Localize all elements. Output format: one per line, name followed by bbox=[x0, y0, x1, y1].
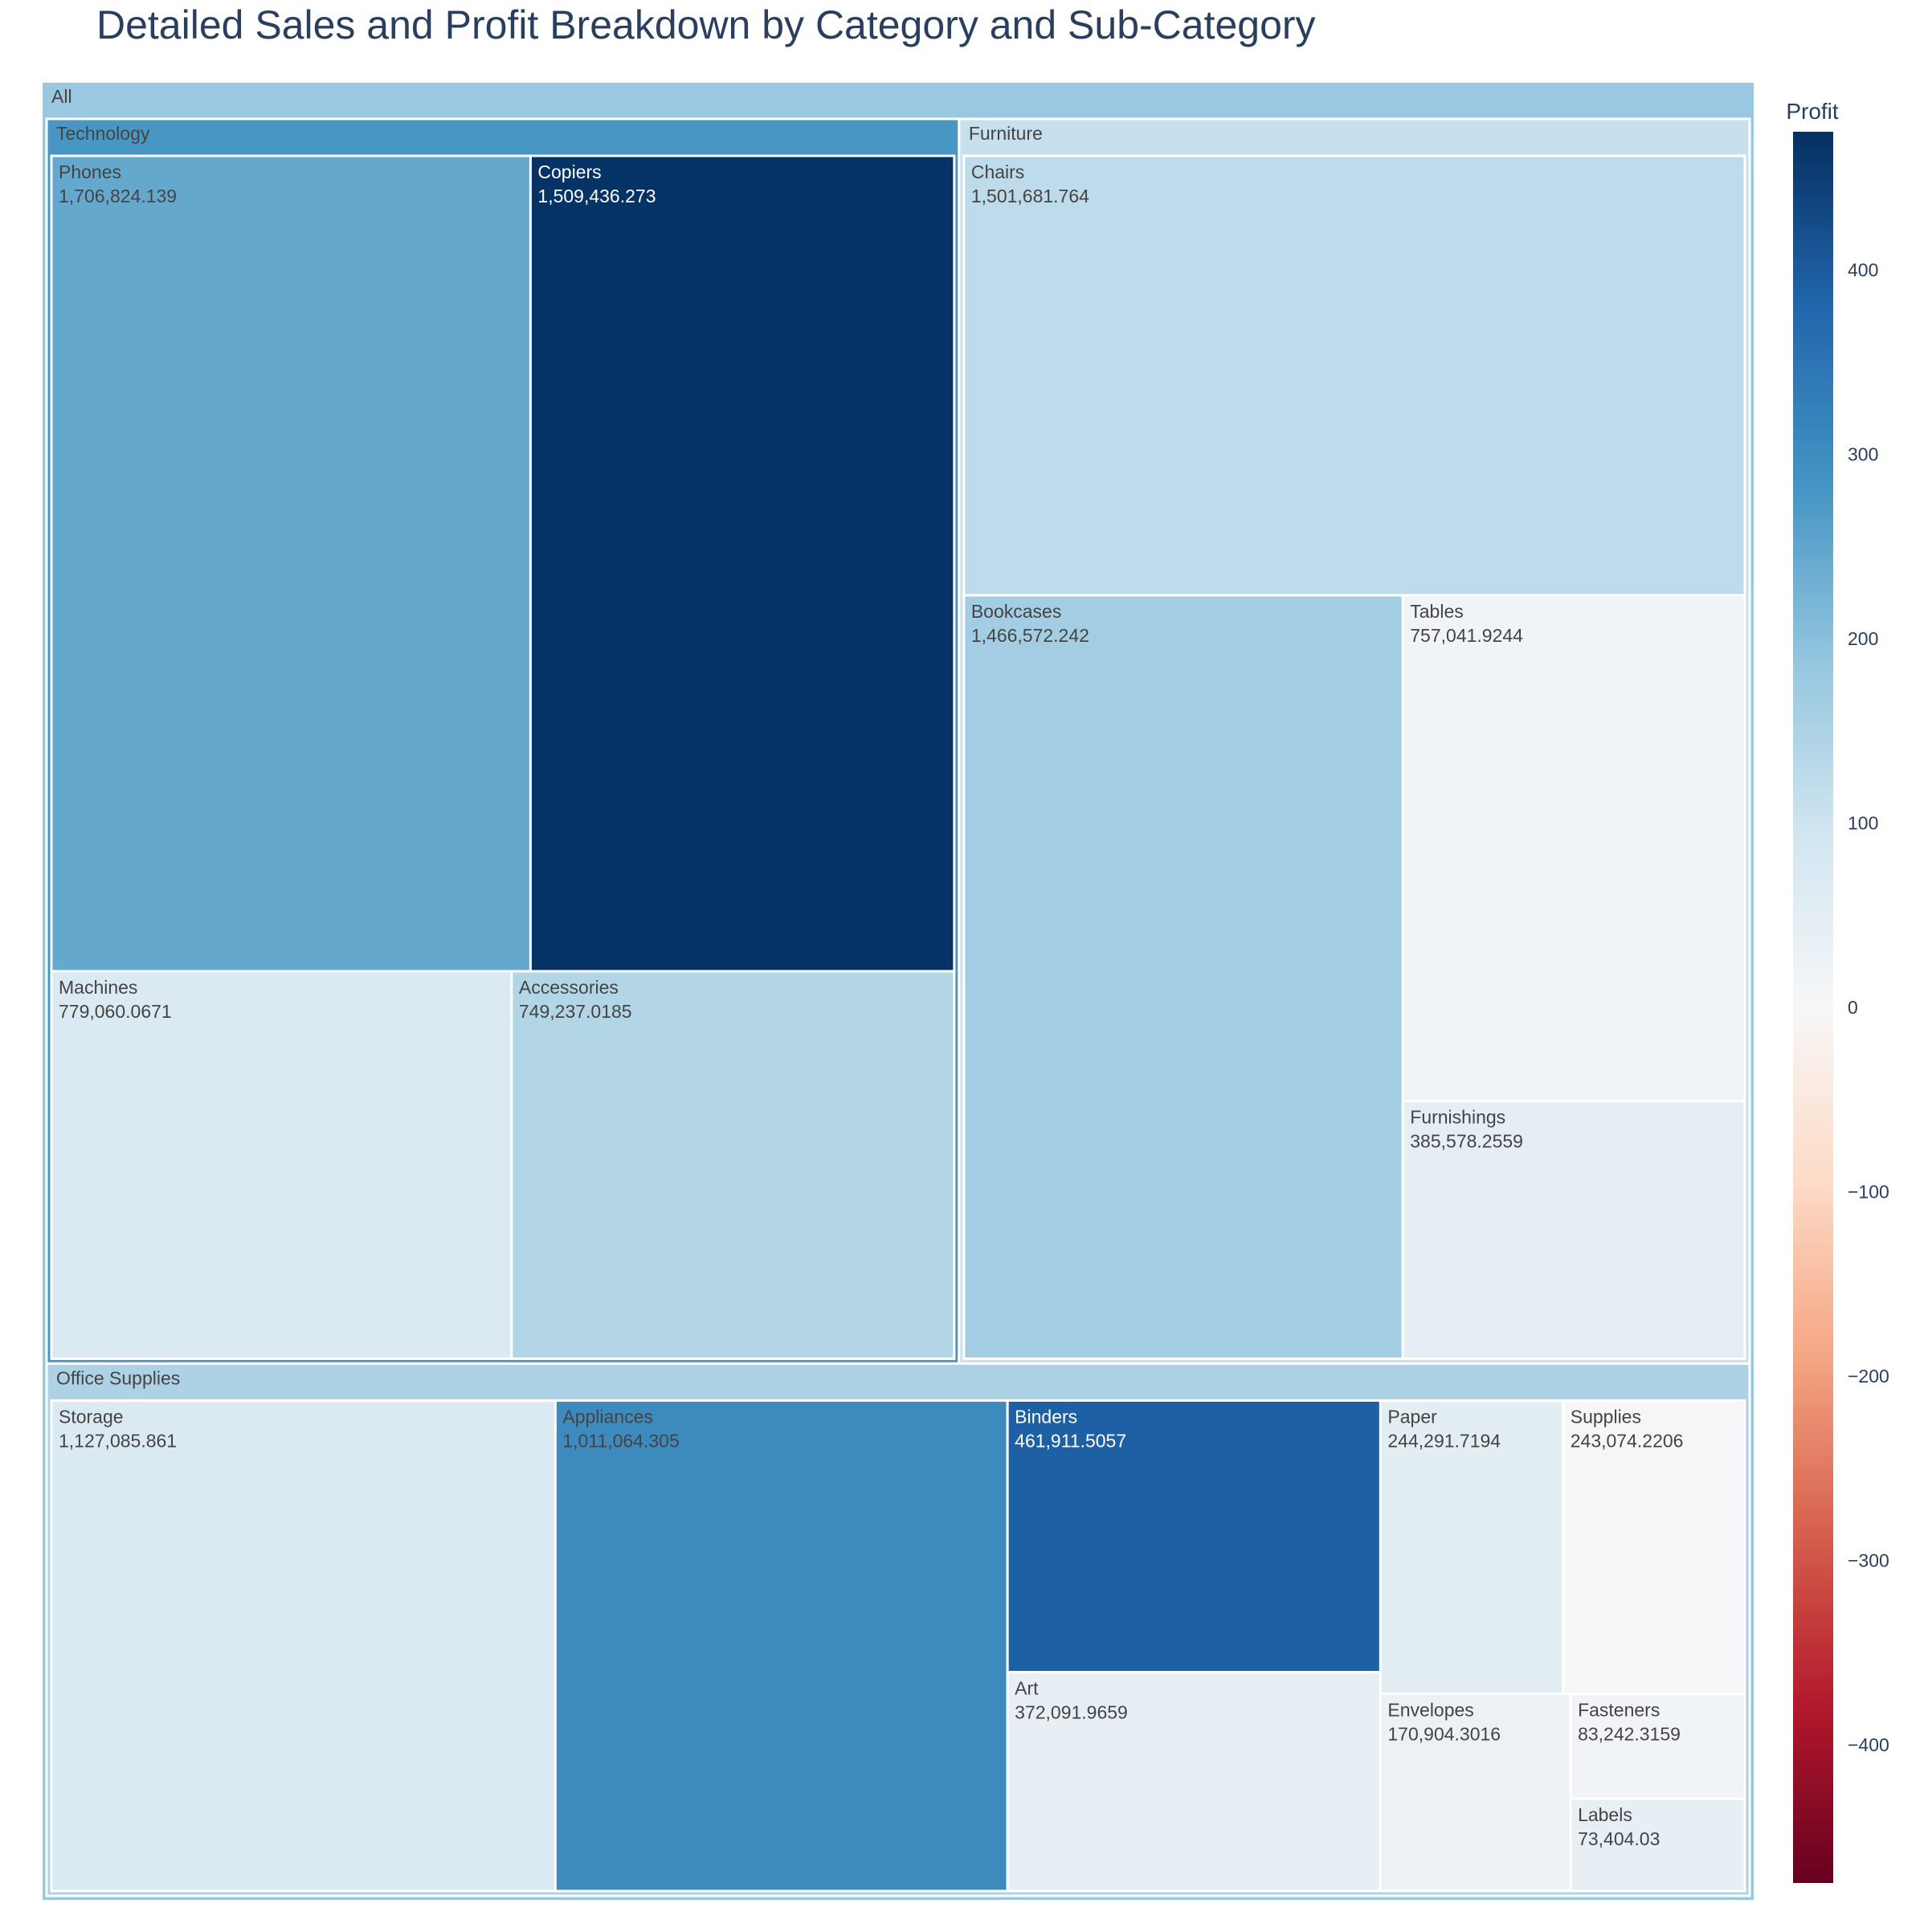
leaf-tile-tables[interactable] bbox=[1401, 594, 1746, 1103]
colorbar-tick-label: −300 bbox=[1848, 1550, 1889, 1571]
leaf-label-labels: Labels bbox=[1578, 1804, 1632, 1825]
colorbar-tick-label: 200 bbox=[1848, 628, 1878, 649]
leaf-value-fasteners: 83,242.3159 bbox=[1578, 1724, 1681, 1745]
leaf-tile-accessories[interactable] bbox=[510, 970, 956, 1360]
category-label-office-supplies: Office Supplies bbox=[56, 1367, 180, 1388]
leaf-label-accessories: Accessories bbox=[519, 977, 619, 998]
colorbar-tick-label: 0 bbox=[1848, 997, 1858, 1018]
colorbar-gradient bbox=[1793, 132, 1833, 1883]
colorbar-title: Profit bbox=[1786, 99, 1839, 124]
colorbar-tick-label: −400 bbox=[1848, 1734, 1889, 1755]
leaf-value-envelopes: 170,904.3016 bbox=[1387, 1724, 1501, 1745]
leaf-label-envelopes: Envelopes bbox=[1387, 1700, 1473, 1721]
leaf-value-paper: 244,291.7194 bbox=[1387, 1430, 1501, 1451]
leaf-value-chairs: 1,501,681.764 bbox=[971, 186, 1089, 206]
colorbar-tick-label: 400 bbox=[1848, 259, 1878, 280]
leaf-tile-art[interactable] bbox=[1006, 1671, 1382, 1893]
leaf-tile-appliances[interactable] bbox=[553, 1399, 1009, 1893]
category-label-technology: Technology bbox=[56, 123, 150, 144]
leaf-label-chairs: Chairs bbox=[971, 161, 1024, 182]
leaf-label-bookcases: Bookcases bbox=[971, 601, 1062, 622]
leaf-label-binders: Binders bbox=[1015, 1406, 1077, 1427]
leaf-value-bookcases: 1,466,572.242 bbox=[971, 625, 1089, 646]
leaf-label-tables: Tables bbox=[1410, 601, 1463, 622]
leaf-value-machines: 779,060.0671 bbox=[59, 1001, 172, 1022]
leaf-label-paper: Paper bbox=[1387, 1406, 1437, 1427]
leaf-label-phones: Phones bbox=[59, 161, 121, 182]
category-label-furniture: Furniture bbox=[969, 123, 1043, 144]
leaf-value-storage: 1,127,085.861 bbox=[59, 1430, 177, 1451]
leaf-label-copiers: Copiers bbox=[537, 161, 601, 182]
leaf-value-copiers: 1,509,436.273 bbox=[537, 186, 656, 206]
leaf-label-furnishings: Furnishings bbox=[1410, 1107, 1505, 1128]
colorbar-tick-label: 300 bbox=[1848, 444, 1878, 465]
leaf-value-appliances: 1,011,064.305 bbox=[562, 1430, 679, 1451]
leaf-value-accessories: 749,237.0185 bbox=[519, 1001, 632, 1022]
leaf-value-tables: 757,041.9244 bbox=[1410, 625, 1523, 646]
leaf-tile-storage[interactable] bbox=[50, 1399, 557, 1893]
leaf-tile-fasteners[interactable] bbox=[1569, 1693, 1746, 1800]
leaf-value-labels: 73,404.03 bbox=[1578, 1828, 1660, 1849]
leaf-tile-furnishings[interactable] bbox=[1401, 1100, 1746, 1360]
leaf-tile-paper[interactable] bbox=[1379, 1399, 1565, 1696]
leaf-tile-chairs[interactable] bbox=[962, 154, 1746, 597]
leaf-value-supplies: 243,074.2206 bbox=[1571, 1430, 1684, 1451]
colorbar-tick-label: −100 bbox=[1848, 1181, 1889, 1202]
leaf-value-phones: 1,706,824.139 bbox=[59, 186, 177, 206]
leaf-label-fasteners: Fasteners bbox=[1578, 1700, 1660, 1721]
leaf-value-furnishings: 385,578.2559 bbox=[1410, 1131, 1523, 1152]
treemap-root-label: All bbox=[51, 86, 72, 107]
leaf-value-art: 372,091.9659 bbox=[1015, 1702, 1128, 1723]
leaf-label-machines: Machines bbox=[59, 977, 137, 998]
colorbar-tick-label: −200 bbox=[1848, 1366, 1889, 1387]
leaf-label-storage: Storage bbox=[59, 1406, 124, 1427]
leaf-tile-bookcases[interactable] bbox=[962, 594, 1404, 1360]
leaf-value-binders: 461,911.5057 bbox=[1015, 1430, 1126, 1451]
leaf-tile-machines[interactable] bbox=[50, 970, 513, 1360]
leaf-tile-binders[interactable] bbox=[1006, 1399, 1382, 1674]
leaf-tile-copiers[interactable] bbox=[529, 154, 956, 973]
leaf-tile-phones[interactable] bbox=[50, 154, 532, 973]
leaf-label-supplies: Supplies bbox=[1571, 1406, 1641, 1427]
leaf-label-art: Art bbox=[1015, 1678, 1039, 1699]
chart-title: Detailed Sales and Profit Breakdown by C… bbox=[96, 2, 1316, 47]
leaf-label-appliances: Appliances bbox=[562, 1406, 653, 1427]
colorbar-tick-label: 100 bbox=[1848, 813, 1878, 834]
leaf-tile-envelopes[interactable] bbox=[1379, 1693, 1572, 1893]
leaf-tile-labels[interactable] bbox=[1569, 1797, 1746, 1893]
